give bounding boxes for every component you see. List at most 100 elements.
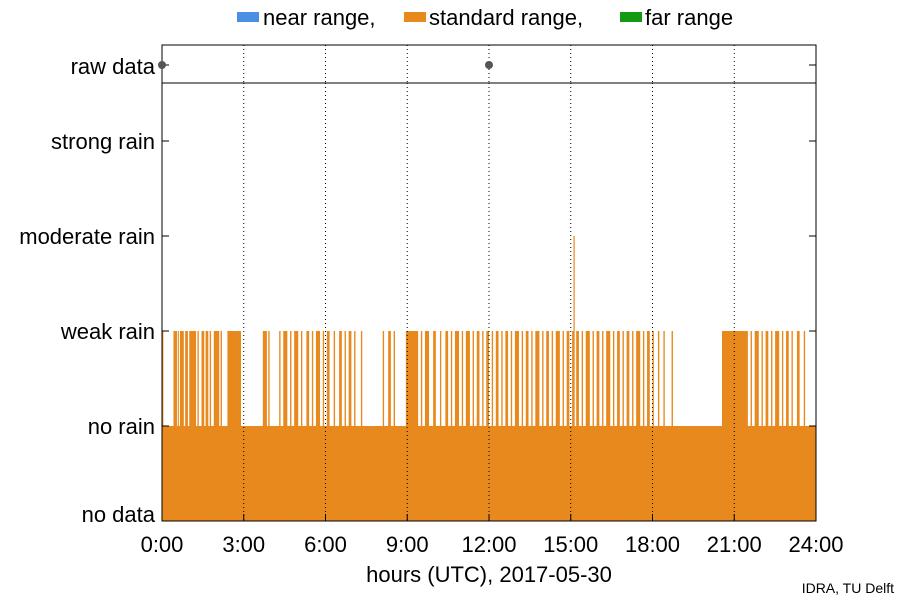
bar-weak-rain-5 [189,331,197,521]
bar-weak-rain-41 [454,331,460,521]
bar-weak-rain-54 [521,331,524,521]
bar-weak-rain-38 [439,331,442,521]
bar-weak-rain-89 [771,331,773,521]
bar-weak-rain-73 [617,331,620,521]
bar-weak-rain-81 [657,331,660,521]
x-tick-label-8: 24:00 [788,532,843,557]
bar-weak-rain-78 [642,331,645,521]
bar-weak-rain-11 [220,331,222,521]
legend-swatch-standard [404,12,426,22]
bars [162,236,816,521]
bar-weak-rain-30 [360,331,363,521]
bar-weak-rain-74 [622,331,624,521]
bar-weak-rain-12 [227,331,242,521]
legend-swatch-far [620,12,642,22]
bar-weak-rain-43 [465,331,470,521]
bar-weak-rain-21 [311,331,314,521]
bar-weak-rain-47 [486,331,489,521]
bar-weak-rain-85 [750,331,752,521]
raw-data-panel: raw data [71,44,817,84]
bar-weak-rain-4 [185,331,188,521]
legend-label-near: near range, [263,5,376,30]
bar-weak-rain-15 [279,331,281,521]
bar-weak-rain-52 [510,331,513,521]
bar-weak-rain-84 [721,331,748,521]
bar-weak-rain-51 [505,331,509,521]
legend-label-standard: standard range, [429,5,583,30]
bar-weak-rain-2 [177,331,179,521]
bar-weak-rain-7 [201,331,205,521]
bar-weak-rain-72 [612,331,615,521]
bar-weak-rain-9 [209,331,212,521]
bar-weak-rain-83 [671,331,673,521]
bar-weak-rain-87 [761,331,763,521]
bar-weak-rain-32 [388,331,391,521]
bar-weak-rain-77 [636,331,641,521]
bar-weak-rain-44 [472,331,475,521]
bar-weak-rain-13 [262,331,267,521]
x-tick-label-1: 3:00 [222,532,265,557]
bar-weak-rain-70 [602,331,604,521]
legend-label-far: far range [645,5,733,30]
bar-weak-rain-91 [781,331,784,521]
bar-weak-rain-79 [647,331,650,521]
raw-data-point-1 [485,61,493,69]
legend: near range, standard range, far range [237,5,733,30]
bar-weak-rain-14 [268,331,270,521]
bar-weak-rain-39 [445,331,449,521]
bar-weak-rain-66 [581,331,584,521]
x-tick-label-7: 21:00 [707,532,762,557]
main-grid [243,83,735,521]
bar-weak-rain-23 [322,331,325,521]
bar-weak-rain-27 [344,331,346,521]
bar-weak-rain-48 [491,331,494,521]
y-tick-label-2: weak rain [60,319,155,344]
bar-weak-rain-59 [546,331,549,521]
bar-weak-rain-93 [791,331,793,521]
bar-weak-rain-18 [294,331,299,521]
bar-weak-rain-37 [433,331,436,521]
bar-weak-rain-94 [796,331,800,521]
bar-weak-rain-17 [290,331,292,521]
bar-weak-rain-40 [450,331,453,521]
bar-weak-rain-95 [803,331,806,521]
bar-weak-rain-58 [542,331,544,521]
bar-weak-rain-24 [326,331,330,521]
y-tick-label-0: no data [82,502,156,527]
x-tick-label-0: 0:00 [141,532,184,557]
bar-weak-rain-3 [179,331,184,521]
bar-weak-rain-49 [495,331,499,521]
x-tick-label-6: 18:00 [625,532,680,557]
bar-weak-rain-63 [566,331,570,521]
bar-weak-rain-10 [213,331,220,521]
bar-weak-rain-42 [461,331,464,521]
bar-weak-rain-6 [197,331,199,521]
bar-weak-rain-80 [652,331,654,521]
bar-weak-rain-35 [420,331,423,521]
bar-weak-rain-31 [382,331,385,521]
y-tick-label-1: no rain [88,414,155,439]
bar-weak-rain-45 [476,331,480,521]
bar-weak-rain-88 [765,331,769,521]
bar-weak-rain-34 [405,331,419,521]
bar-moderate-rain-0 [573,236,575,521]
bar-weak-rain-75 [626,331,630,521]
x-axis: 0:00 3:00 6:00 9:00 12:00 15:00 18:00 21:00 24:0… [141,514,844,557]
x-tick-label-4: 12:00 [461,532,516,557]
bar-weak-rain-76 [632,331,634,521]
legend-swatch-near [237,12,259,22]
main-plot: no data no rain weak rain moderate rain stro… [19,82,844,587]
bar-weak-rain-62 [562,331,564,521]
bar-weak-rain-53 [514,331,519,521]
y-tick-label-4: strong rain [51,129,155,154]
bar-weak-rain-71 [606,331,611,521]
x-tick-label-3: 9:00 [386,532,429,557]
bar-weak-rain-28 [348,331,352,521]
bar-weak-rain-65 [576,331,579,521]
y-tick-label-3: moderate rain [19,224,155,249]
bar-weak-rain-82 [663,331,665,521]
x-axis-title: hours (UTC), 2017-05-30 [366,562,612,587]
bar-weak-rain-36 [424,331,430,521]
bar-weak-rain-25 [333,331,336,521]
